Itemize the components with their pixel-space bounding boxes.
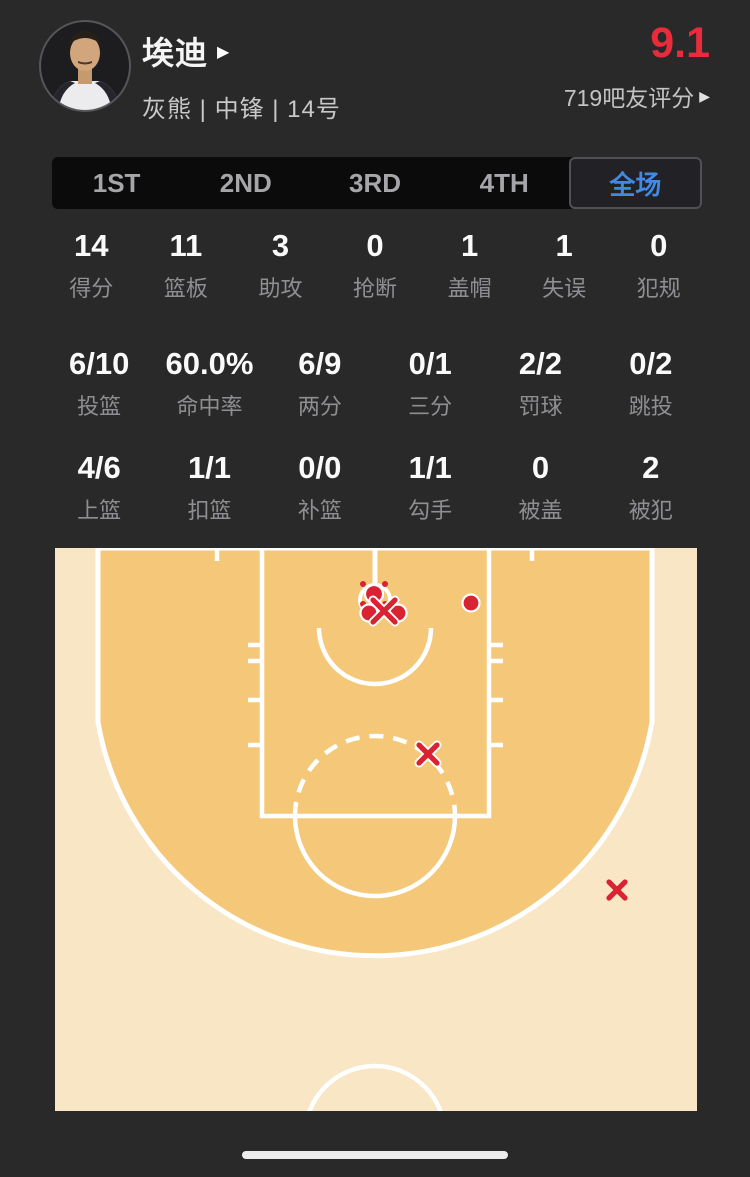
avatar-head <box>70 35 100 71</box>
stat-cell: 0/0 补篮 <box>265 451 375 525</box>
stat-label: 得分 <box>69 276 114 301</box>
stat-label: 助攻 <box>258 276 303 301</box>
stat-value: 4/6 <box>77 450 121 485</box>
stat-label: 扣篮 <box>187 498 232 523</box>
stat-value: 0 <box>531 450 550 485</box>
stat-cell: 0/2 跳投 <box>596 347 706 421</box>
quarter-tabbar: 1ST 2ND 3RD 4TH 全场 <box>52 157 703 209</box>
stat-cell: 1 失误 <box>517 229 612 303</box>
player-avatar[interactable] <box>38 19 132 113</box>
stat-label: 上篮 <box>77 498 122 523</box>
stat-value: 1 <box>460 228 479 263</box>
stat-label: 跳投 <box>628 394 673 419</box>
stat-cell: 0 犯规 <box>611 229 706 303</box>
stat-value: 2/2 <box>518 346 563 381</box>
rating-score: 9.1 <box>650 19 710 67</box>
tab-3rd[interactable]: 3RD <box>349 167 402 198</box>
stats-row-basic: 14 得分 11 篮板 3 助攻 0 抢断 1 盖帽 1 失误 0 犯规 <box>0 229 750 303</box>
free-throw-circle-dashed <box>292 733 458 817</box>
avatar-mustache <box>78 61 92 65</box>
stat-label: 两分 <box>297 394 342 419</box>
shot-markers <box>359 581 628 901</box>
stat-label: 盖帽 <box>447 276 492 301</box>
lane-hash-marks <box>248 642 503 748</box>
stat-cell: 1 盖帽 <box>422 229 517 303</box>
rating-count-label: 719吧友评分 <box>563 85 695 111</box>
stat-label: 勾手 <box>408 498 453 523</box>
stat-label: 被犯 <box>628 498 673 523</box>
chevron-right-icon: ▶ <box>699 87 710 104</box>
chevron-right-icon: ▶ <box>217 44 230 61</box>
missed-shot-marker <box>416 742 440 766</box>
stat-label: 三分 <box>408 394 453 419</box>
stat-value: 0 <box>650 228 668 263</box>
stat-cell: 6/9 两分 <box>265 347 375 421</box>
stat-value: 1/1 <box>187 450 232 485</box>
shot-chart <box>55 545 697 1177</box>
stat-label: 投篮 <box>77 394 122 419</box>
three-point-line <box>95 545 655 959</box>
missed-shot-marker <box>606 879 628 901</box>
stat-label: 命中率 <box>176 394 243 419</box>
baseline-ticks <box>214 548 535 561</box>
stat-value: 0/0 <box>298 450 342 485</box>
stat-cell: 6/10 投篮 <box>44 347 154 421</box>
stat-value: 2 <box>642 450 660 485</box>
stat-value: 1 <box>555 228 573 263</box>
stat-cell: 4/6 上篮 <box>44 451 154 525</box>
stat-value: 6/10 <box>68 346 130 381</box>
restricted-area-arc <box>316 627 434 687</box>
stats-row-shot-types: 4/6 上篮 1/1 扣篮 0/0 补篮 1/1 勾手 0 被盖 2 被犯 <box>0 451 750 525</box>
tab-full-game[interactable]: 全场 <box>568 157 703 209</box>
avatar-ring <box>39 20 131 112</box>
made-shot-satellite <box>360 581 366 587</box>
stat-cell: 2 被犯 <box>596 451 706 525</box>
stat-label: 失误 <box>542 276 587 301</box>
stat-cell: 3 助攻 <box>233 229 328 303</box>
stat-cell: 1/1 扣篮 <box>154 451 264 525</box>
avatar-hair <box>68 31 102 51</box>
stat-cell: 0/1 三分 <box>375 347 485 421</box>
stat-cell: 14 得分 <box>44 229 139 303</box>
stat-cell: 1/1 勾手 <box>375 451 485 525</box>
player-team-position: 灰熊 | 中锋 | 14号 <box>142 96 341 123</box>
stat-cell: 2/2 罚球 <box>485 347 595 421</box>
stat-label: 罚球 <box>518 394 563 419</box>
tab-1st[interactable]: 1ST <box>92 167 141 198</box>
tab-2nd[interactable]: 2ND <box>219 167 272 198</box>
stat-cell: 60.0% 命中率 <box>154 347 264 421</box>
made-shot-satellite <box>382 581 388 587</box>
stat-label: 补篮 <box>297 498 342 523</box>
stat-label: 犯规 <box>636 276 681 301</box>
stat-value: 1/1 <box>408 450 452 485</box>
made-shot-marker <box>461 593 481 613</box>
stat-label: 被盖 <box>518 498 563 523</box>
stat-value: 60.0% <box>165 346 254 381</box>
stat-value: 14 <box>74 228 109 263</box>
stat-cell: 0 被盖 <box>485 451 595 525</box>
stats-row-shooting: 6/10 投篮 60.0% 命中率 6/9 两分 0/1 三分 2/2 罚球 0/2 跳投 <box>0 347 750 421</box>
player-info[interactable]: 埃迪 ▶ 灰熊 | 中锋 | 14号 <box>142 28 341 124</box>
stat-value: 0/2 <box>629 346 673 381</box>
missed-shot-marker <box>370 597 398 625</box>
player-name: 埃迪 <box>142 35 209 71</box>
free-throw-circle-solid <box>292 815 458 899</box>
stat-value: 3 <box>271 228 290 263</box>
tab-4th[interactable]: 4TH <box>479 167 529 198</box>
player-photo-icon <box>39 20 131 112</box>
stat-value: 11 <box>169 228 203 263</box>
stat-value: 6/9 <box>298 346 342 381</box>
stat-value: 0/1 <box>408 346 452 381</box>
stat-label: 抢断 <box>353 276 398 301</box>
home-indicator[interactable] <box>242 1151 508 1159</box>
stat-cell: 11 篮板 <box>139 229 234 303</box>
rating-block[interactable]: 9.1 719吧友评分 ▶ <box>564 20 710 113</box>
stat-value: 0 <box>366 228 384 263</box>
court-svg <box>55 545 697 1177</box>
stat-label: 篮板 <box>163 276 208 301</box>
stat-cell: 0 抢断 <box>328 229 423 303</box>
